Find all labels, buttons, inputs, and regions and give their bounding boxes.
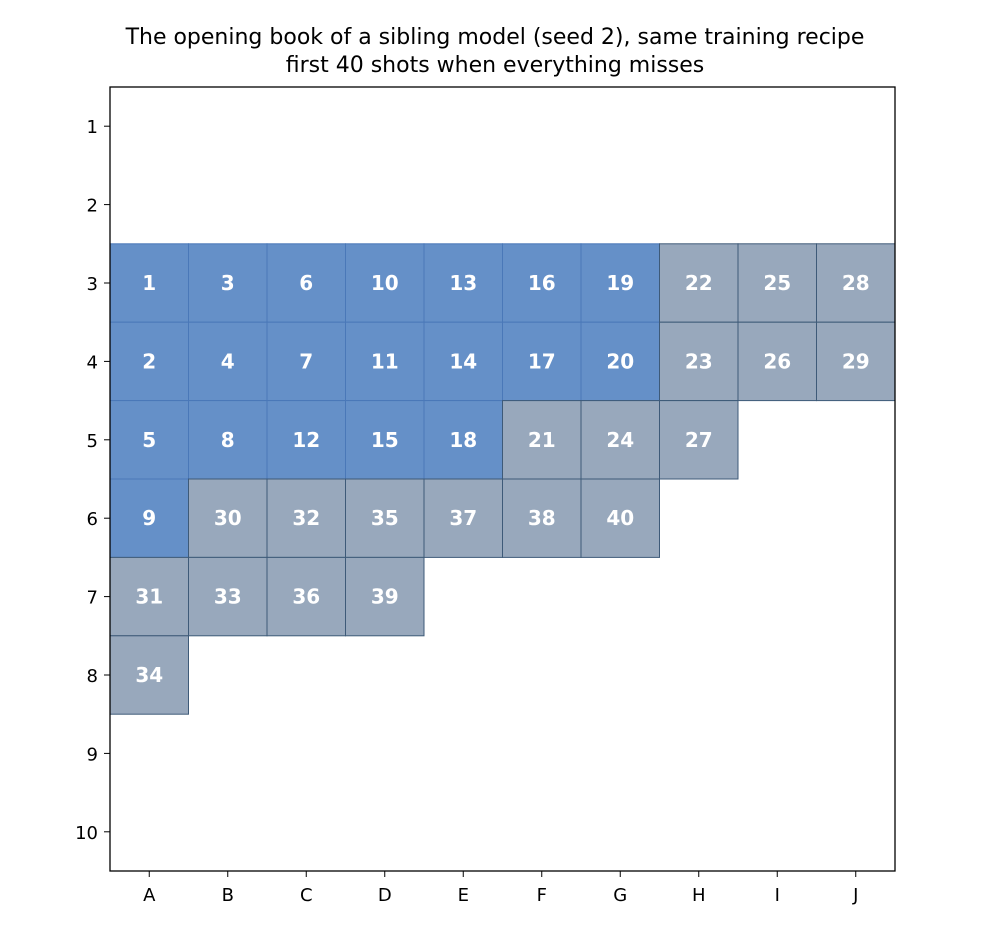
shot-number-label: 37	[449, 506, 477, 530]
shot-cell	[423, 243, 503, 323]
x-tick-label: A	[143, 885, 156, 906]
shot-cell	[109, 400, 189, 480]
shot-cell	[345, 478, 425, 558]
plot-frame	[109, 86, 896, 872]
shot-number-label: 19	[606, 271, 634, 295]
shot-number-label: 3	[221, 271, 235, 295]
shot-number-label: 20	[606, 349, 634, 373]
shot-number-label: 27	[685, 428, 713, 452]
shot-cell	[345, 243, 425, 323]
shot-number-label: 12	[292, 428, 320, 452]
shot-cell	[502, 478, 582, 558]
shot-number-label: 22	[685, 271, 713, 295]
shot-cell	[816, 243, 896, 323]
shot-number-label: 29	[842, 349, 870, 373]
shot-cell	[188, 321, 268, 402]
x-tick-label: C	[300, 885, 313, 906]
shot-number-label: 34	[135, 663, 163, 687]
shot-cell	[266, 556, 346, 637]
shot-cell	[188, 400, 268, 480]
y-tick-label: 5	[87, 431, 98, 452]
shot-cell	[109, 635, 189, 715]
shot-cell	[423, 478, 503, 558]
shot-number-label: 1	[142, 271, 156, 295]
shot-cell	[423, 321, 503, 402]
x-tick-label: H	[692, 885, 706, 906]
chart-subtitle: first 40 shots when everything misses	[285, 53, 705, 78]
shot-number-label: 25	[763, 271, 791, 295]
shot-number-label: 13	[449, 271, 477, 295]
y-tick-label: 7	[87, 588, 98, 609]
shot-cell	[345, 556, 425, 637]
shot-number-label: 6	[299, 271, 313, 295]
x-tick-label: J	[852, 885, 858, 906]
shot-number-label: 40	[606, 506, 634, 530]
shot-cell	[580, 478, 660, 558]
shot-number-label: 9	[142, 506, 156, 530]
shot-cell	[423, 400, 503, 480]
chart-title: The opening book of a sibling model (see…	[125, 25, 865, 50]
y-tick-label: 6	[87, 509, 98, 530]
shot-number-label: 33	[214, 585, 242, 609]
y-tick-label: 9	[87, 744, 98, 765]
shot-number-label: 31	[135, 585, 163, 609]
x-tick-label: I	[775, 885, 780, 906]
shot-number-label: 11	[371, 349, 399, 373]
shot-number-label: 10	[371, 271, 399, 295]
shot-cell	[266, 243, 346, 323]
shot-cell	[266, 478, 346, 558]
shot-number-label: 28	[842, 271, 870, 295]
shot-cell	[737, 321, 817, 402]
shot-number-label: 5	[142, 428, 156, 452]
shot-number-label: 8	[221, 428, 235, 452]
x-tick-label: F	[537, 885, 547, 906]
x-tick-label: E	[458, 885, 469, 906]
shot-number-label: 39	[371, 585, 399, 609]
x-tick-label: B	[222, 885, 234, 906]
shot-cell	[502, 321, 582, 402]
shot-number-label: 16	[528, 271, 556, 295]
shot-cell	[816, 321, 896, 402]
shot-number-label: 38	[528, 506, 556, 530]
shot-number-label: 32	[292, 506, 320, 530]
shot-number-label: 2	[142, 349, 156, 373]
shot-number-label: 23	[685, 349, 713, 373]
x-tick-label: G	[613, 885, 627, 906]
shot-cell	[188, 556, 268, 637]
shot-cell	[659, 321, 739, 402]
shot-cell	[502, 400, 582, 480]
shot-number-label: 18	[449, 428, 477, 452]
y-tick-label: 2	[87, 196, 98, 217]
shot-cell	[109, 556, 189, 637]
shot-cell	[266, 321, 346, 402]
shot-number-label: 7	[299, 349, 313, 373]
shot-number-label: 30	[214, 506, 242, 530]
shot-number-label: 4	[221, 349, 235, 373]
shot-cell	[345, 321, 425, 402]
shot-cells: 1234567891011121314151617181920212223242…	[109, 243, 896, 715]
y-tick-label: 1	[87, 117, 98, 138]
shot-cell	[188, 478, 268, 558]
y-tick-label: 8	[87, 666, 98, 687]
y-tick-label: 3	[87, 274, 98, 295]
shot-number-label: 24	[606, 428, 634, 452]
shot-number-label: 36	[292, 585, 320, 609]
shot-number-label: 26	[763, 349, 791, 373]
shot-cell	[266, 400, 346, 480]
shot-number-label: 35	[371, 506, 399, 530]
shot-number-label: 15	[371, 428, 399, 452]
shot-number-label: 21	[528, 428, 556, 452]
x-tick-label: D	[378, 885, 392, 906]
y-tick-label: 10	[75, 823, 98, 844]
shot-number-label: 17	[528, 349, 556, 373]
shot-cell	[580, 400, 660, 480]
shot-cell	[659, 400, 739, 480]
y-tick-label: 4	[87, 352, 98, 373]
shot-number-label: 14	[449, 349, 477, 373]
